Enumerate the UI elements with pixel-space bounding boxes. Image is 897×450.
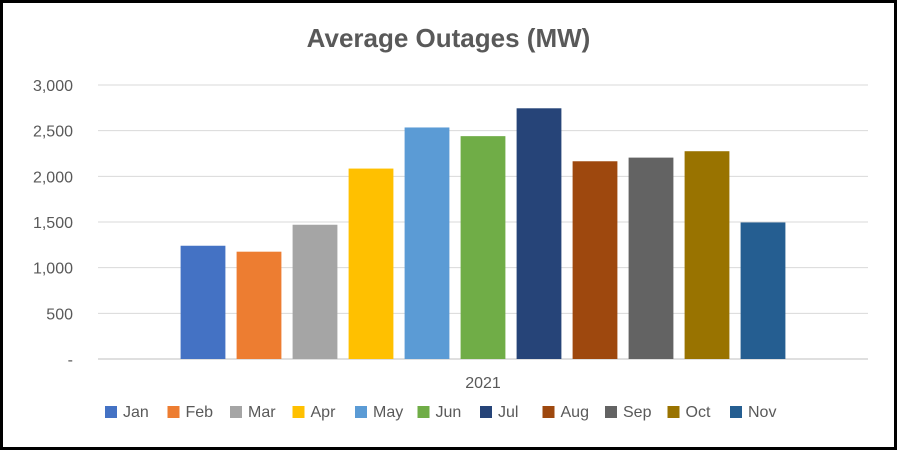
legend-item-sep: Sep — [605, 404, 652, 421]
legend-label: Sep — [623, 404, 652, 421]
y-tick-label: 500 — [46, 306, 73, 323]
legend-item-oct: Oct — [667, 404, 711, 421]
y-tick-label: 2,500 — [33, 124, 73, 141]
y-tick-label: 1,500 — [33, 215, 73, 232]
legend-item-jun: Jun — [417, 404, 462, 421]
legend-label: Nov — [748, 404, 776, 421]
bar-nov — [740, 222, 786, 359]
bar-jul — [516, 108, 562, 359]
bar-sep — [628, 157, 674, 359]
bar-aug — [572, 161, 618, 359]
legend-item-feb: Feb — [167, 404, 214, 421]
bar-mar — [292, 224, 338, 359]
legend-swatch — [355, 406, 367, 418]
legend-label: May — [373, 404, 403, 421]
bar-feb — [236, 251, 282, 359]
legend-swatch — [605, 406, 617, 418]
legend: Jan Feb Mar Apr May Jun Jul Aug Sep Oct Nov — [105, 404, 776, 421]
legend-item-may: May — [355, 404, 403, 421]
legend-label: Oct — [686, 404, 711, 421]
legend-label: Mar — [248, 404, 276, 421]
x-axis: 2021 — [465, 375, 501, 392]
bar-jan — [180, 245, 226, 359]
legend-swatch — [230, 406, 242, 418]
legend-swatch — [480, 406, 492, 418]
legend-item-jul: Jul — [480, 404, 518, 421]
legend-item-jan: Jan — [105, 404, 149, 421]
bar-oct — [684, 151, 730, 359]
y-tick-label: 1,000 — [33, 261, 73, 278]
y-axis: - 500 1,000 1,500 2,000 2,500 3,000 — [33, 78, 73, 369]
y-tick-label: 2,000 — [33, 169, 73, 186]
y-tick-label: - — [68, 352, 73, 369]
legend-label: Aug — [561, 404, 589, 421]
legend-swatch — [292, 406, 305, 418]
bar-may — [404, 127, 450, 359]
legend-swatch — [730, 406, 742, 418]
legend-label: Feb — [186, 404, 214, 421]
legend-swatch — [542, 406, 555, 418]
legend-label: Apr — [311, 404, 337, 421]
bar-apr — [348, 168, 394, 359]
legend-swatch — [417, 406, 430, 418]
legend-swatch — [667, 406, 680, 418]
legend-swatch — [105, 406, 117, 418]
bar-jun — [460, 136, 506, 359]
legend-label: Jun — [436, 404, 462, 421]
chart-title: Average Outages (MW) — [306, 23, 591, 53]
bars — [180, 108, 786, 359]
y-tick-label: 3,000 — [33, 78, 73, 95]
x-category-label: 2021 — [465, 375, 501, 392]
bar-chart: - 500 1,000 1,500 2,000 2,500 3,000 2021 Jan Fe… — [33, 78, 868, 421]
legend-label: Jul — [498, 404, 518, 421]
legend-label: Jan — [123, 404, 149, 421]
legend-item-nov: Nov — [730, 404, 776, 421]
legend-item-aug: Aug — [542, 404, 589, 421]
legend-item-mar: Mar — [230, 404, 276, 421]
legend-swatch — [167, 406, 180, 418]
legend-item-apr: Apr — [292, 404, 337, 421]
